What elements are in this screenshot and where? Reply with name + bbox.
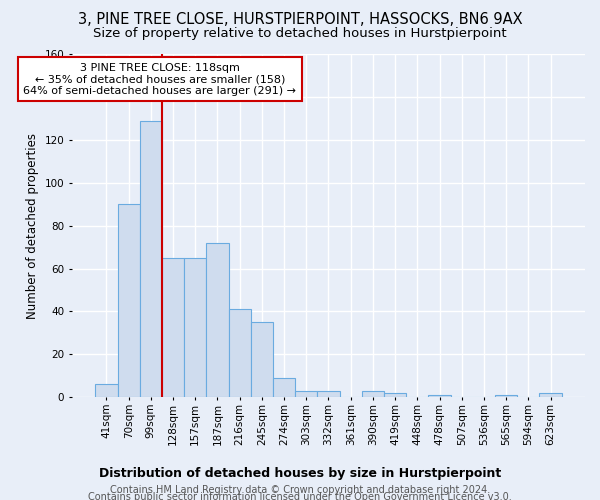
Bar (495, 395, 517, 398)
Bar (295, 391, 317, 398)
Bar (273, 378, 295, 398)
Text: Contains HM Land Registry data © Crown copyright and database right 2024.: Contains HM Land Registry data © Crown c… (110, 485, 490, 495)
Bar (206, 243, 229, 398)
Bar (229, 310, 251, 398)
Bar (184, 258, 206, 398)
Bar (317, 391, 340, 398)
Bar (140, 120, 162, 398)
Bar (162, 258, 184, 398)
Bar (95, 384, 118, 398)
Bar (251, 322, 273, 398)
Text: Size of property relative to detached houses in Hurstpierpoint: Size of property relative to detached ho… (93, 28, 507, 40)
Bar (384, 393, 406, 398)
Text: 3 PINE TREE CLOSE: 118sqm
← 35% of detached houses are smaller (158)
64% of semi: 3 PINE TREE CLOSE: 118sqm ← 35% of detac… (23, 62, 296, 96)
Text: 3, PINE TREE CLOSE, HURSTPIERPOINT, HASSOCKS, BN6 9AX: 3, PINE TREE CLOSE, HURSTPIERPOINT, HASS… (77, 12, 523, 28)
Text: Distribution of detached houses by size in Hurstpierpoint: Distribution of detached houses by size … (99, 468, 501, 480)
Bar (428, 395, 451, 398)
Bar (362, 391, 384, 398)
Bar (118, 204, 140, 398)
Text: Contains public sector information licensed under the Open Government Licence v3: Contains public sector information licen… (88, 492, 512, 500)
Bar (539, 393, 562, 398)
Y-axis label: Number of detached properties: Number of detached properties (26, 132, 39, 318)
